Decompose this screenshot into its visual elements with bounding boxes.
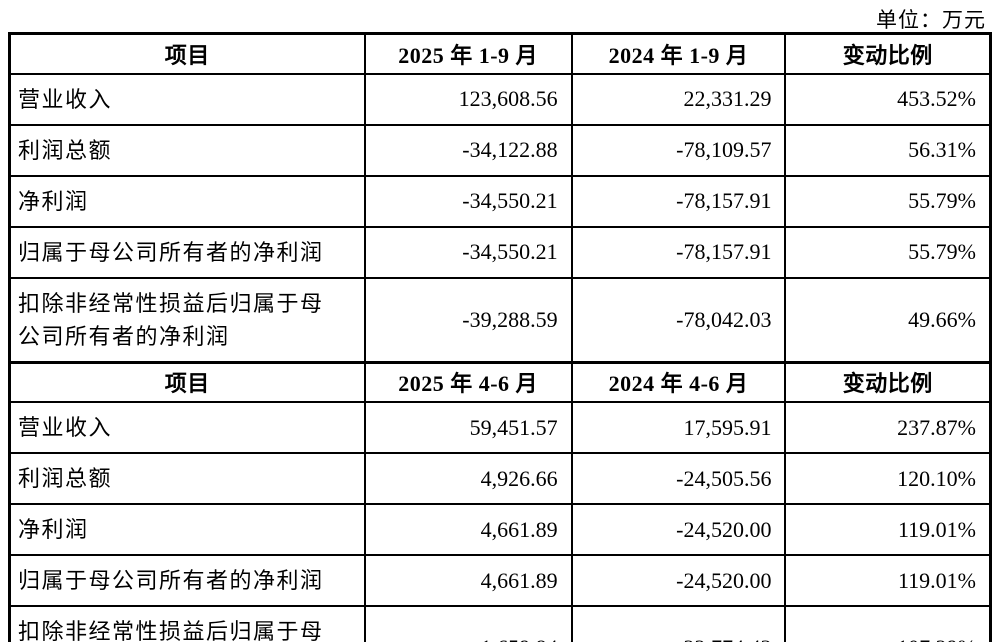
row-label: 营业收入 xyxy=(8,72,366,126)
row-label: 净利润 xyxy=(8,174,366,228)
value-change: 107.29% xyxy=(784,605,992,642)
value-2025: 4,926.66 xyxy=(363,452,573,505)
value-change: 55.79% xyxy=(784,174,992,228)
value-2024: 22,331.29 xyxy=(570,72,787,126)
column-header-item: 项目 xyxy=(8,32,366,75)
value-change: 49.66% xyxy=(784,276,992,363)
financial-comparison-table: 项目 2025 年 1-9 月 2024 年 1-9 月 变动比例 营业收入 1… xyxy=(8,32,992,642)
column-header-change-ratio: 变动比例 xyxy=(784,32,992,75)
table-row-net-profit-parent-q2: 归属于母公司所有者的净利润 4,661.89 -24,520.00 119.01… xyxy=(8,554,992,607)
value-2024: -24,520.00 xyxy=(570,503,787,556)
value-2025: -34,550.21 xyxy=(363,225,573,279)
value-2024: -24,520.00 xyxy=(570,554,787,607)
value-change: 56.31% xyxy=(784,123,992,177)
value-change: 119.01% xyxy=(784,503,992,556)
table-row-net-profit-parent-excl-nonrecurring: 扣除非经常性损益后归属于母公司所有者的净利润 -39,288.59 -78,04… xyxy=(8,276,992,363)
row-label: 利润总额 xyxy=(8,452,366,505)
value-2025: -34,550.21 xyxy=(363,174,573,228)
table-row-net-profit-parent-excl-nonrecurring-q2: 扣除非经常性损益后归属于母公司所有者的净利润 1,659.84 -22,774.… xyxy=(8,605,992,642)
table-row-total-profit: 利润总额 -34,122.88 -78,109.57 56.31% xyxy=(8,123,992,177)
value-2024: -24,505.56 xyxy=(570,452,787,505)
row-label: 扣除非经常性损益后归属于母公司所有者的净利润 xyxy=(8,605,366,642)
table-row-net-profit: 净利润 -34,550.21 -78,157.91 55.79% xyxy=(8,174,992,228)
value-change: 120.10% xyxy=(784,452,992,505)
value-change: 55.79% xyxy=(784,225,992,279)
row-label: 归属于母公司所有者的净利润 xyxy=(8,554,366,607)
value-2024: -78,157.91 xyxy=(570,174,787,228)
value-2025: -34,122.88 xyxy=(363,123,573,177)
table-row-net-profit-parent: 归属于母公司所有者的净利润 -34,550.21 -78,157.91 55.7… xyxy=(8,225,992,279)
unit-label: 单位：万元 xyxy=(876,8,986,32)
value-2025: 4,661.89 xyxy=(363,554,573,607)
row-label: 净利润 xyxy=(8,503,366,556)
value-2024: -22,774.43 xyxy=(570,605,787,642)
value-2024: -78,109.57 xyxy=(570,123,787,177)
column-header-2025-apr-jun: 2025 年 4-6 月 xyxy=(363,360,573,403)
row-label: 营业收入 xyxy=(8,401,366,454)
value-2025: 123,608.56 xyxy=(363,72,573,126)
table-header-row-period2: 项目 2025 年 4-6 月 2024 年 4-6 月 变动比例 xyxy=(8,360,992,403)
table-row-operating-revenue-q2: 营业收入 59,451.57 17,595.91 237.87% xyxy=(8,401,992,454)
row-label: 归属于母公司所有者的净利润 xyxy=(8,225,366,279)
value-2024: 17,595.91 xyxy=(570,401,787,454)
value-2024: -78,042.03 xyxy=(570,276,787,363)
value-change: 237.87% xyxy=(784,401,992,454)
row-label: 扣除非经常性损益后归属于母公司所有者的净利润 xyxy=(8,276,366,363)
row-label: 利润总额 xyxy=(8,123,366,177)
column-header-item: 项目 xyxy=(8,360,366,403)
table-row-total-profit-q2: 利润总额 4,926.66 -24,505.56 120.10% xyxy=(8,452,992,505)
column-header-2025-jan-sep: 2025 年 1-9 月 xyxy=(363,32,573,75)
table-header-row-period1: 项目 2025 年 1-9 月 2024 年 1-9 月 变动比例 xyxy=(8,32,992,75)
column-header-2024-jan-sep: 2024 年 1-9 月 xyxy=(570,32,787,75)
column-header-change-ratio: 变动比例 xyxy=(784,360,992,403)
value-2024: -78,157.91 xyxy=(570,225,787,279)
value-change: 453.52% xyxy=(784,72,992,126)
value-2025: 4,661.89 xyxy=(363,503,573,556)
table-row-operating-revenue: 营业收入 123,608.56 22,331.29 453.52% xyxy=(8,72,992,126)
value-2025: -39,288.59 xyxy=(363,276,573,363)
table-row-net-profit-q2: 净利润 4,661.89 -24,520.00 119.01% xyxy=(8,503,992,556)
value-2025: 1,659.84 xyxy=(363,605,573,642)
column-header-2024-apr-jun: 2024 年 4-6 月 xyxy=(570,360,787,403)
value-change: 119.01% xyxy=(784,554,992,607)
value-2025: 59,451.57 xyxy=(363,401,573,454)
